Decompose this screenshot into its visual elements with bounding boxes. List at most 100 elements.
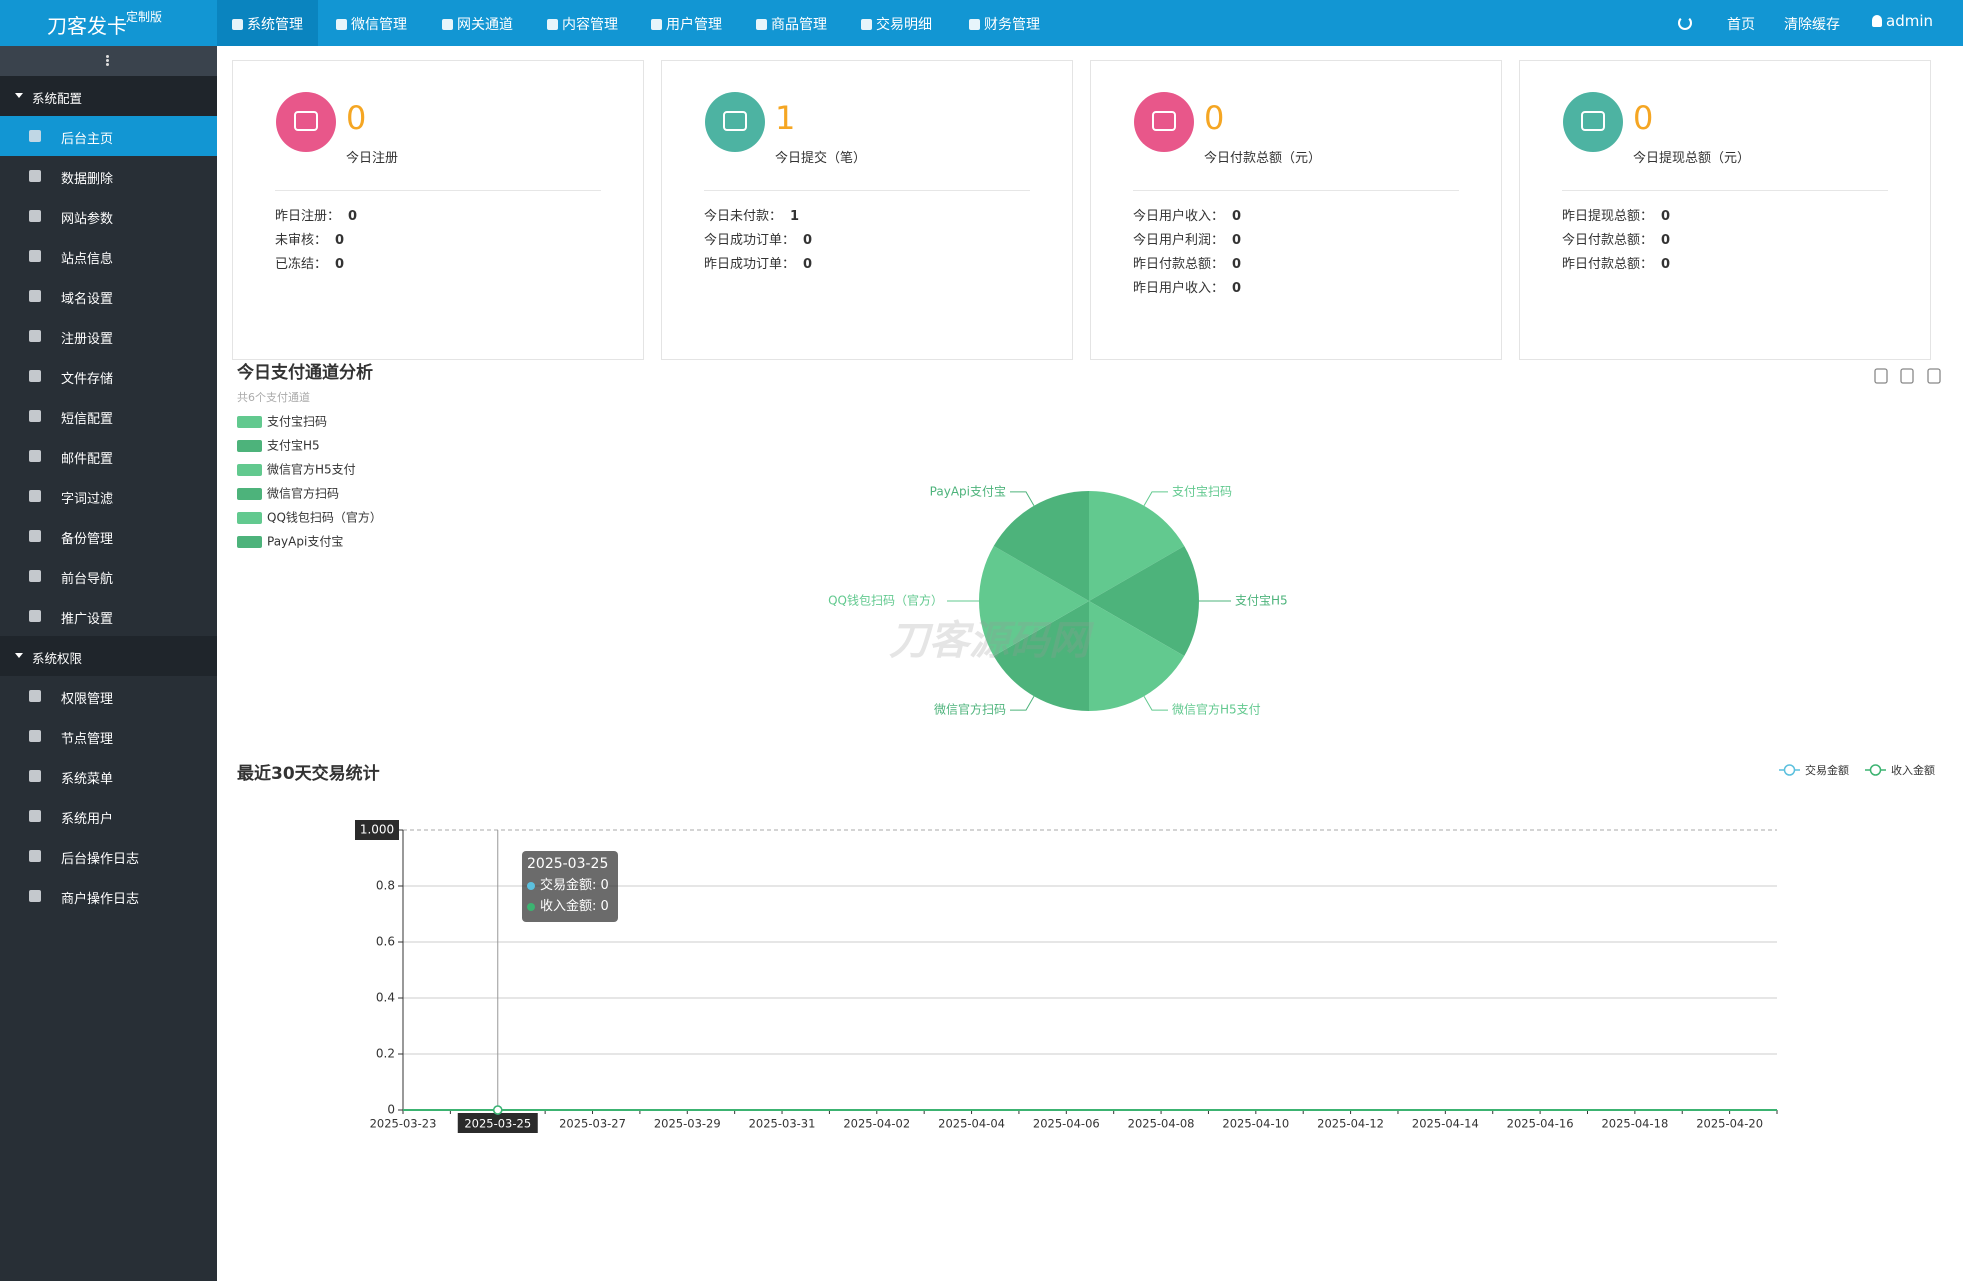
menu-label: 站点信息 [61, 252, 114, 267]
header-link[interactable]: 首页 [1727, 17, 1755, 33]
menu-label: 前台导航 [61, 572, 114, 587]
menu-group-title: 系统权限 [32, 651, 83, 666]
menu-item[interactable]: 权限管理 [0, 676, 217, 716]
stat-label: 今日提交（笔） [775, 151, 867, 166]
nav-label: 商品管理 [771, 17, 827, 33]
divider [1133, 190, 1459, 191]
menu-icon [29, 890, 41, 902]
menu-item[interactable]: 数据删除 [0, 156, 217, 196]
menu-icon [29, 490, 41, 502]
nav-item[interactable]: 商品管理 [756, 14, 827, 34]
brand: 刀客发卡 [47, 14, 127, 38]
stat-row: 昨日付款总额： 0 [1133, 253, 1241, 272]
stat-row: 昨日提现总额： 0 [1562, 205, 1670, 224]
stat-card: 0 今日付款总额（元） 今日用户收入： 0 今日用户利润： 0 昨日付款总额： 0 昨日用户收入… [1090, 60, 1502, 360]
main: 0 今日注册 昨日注册： 0 未审核： 0 已冻结： 0 1 今日提交（笔） 今日未付款： 1 今日成功… [217, 46, 1963, 1281]
menu-icon [29, 770, 41, 782]
stat-row: 今日付款总额： 0 [1562, 229, 1670, 248]
nav-item[interactable]: 交易明细 [861, 14, 932, 34]
menu-item[interactable]: 商户操作日志 [0, 876, 217, 916]
stat-row-value: 0 [803, 233, 813, 248]
stat-row: 未审核： 0 [275, 229, 344, 248]
stat-row-value: 0 [1232, 281, 1242, 296]
menu-icon [29, 730, 41, 742]
stat-card: 0 今日提现总额（元） 昨日提现总额： 0 今日付款总额： 0 昨日付款总额： 0 [1519, 60, 1931, 360]
nav-item[interactable]: 内容管理 [547, 14, 618, 34]
menu-icon [29, 130, 41, 142]
menu-item[interactable]: 推广设置 [0, 596, 217, 636]
stat-row-label: 已冻结： [275, 257, 328, 272]
menu-item[interactable]: 后台操作日志 [0, 836, 217, 876]
nav-item[interactable]: 用户管理 [651, 14, 722, 34]
stat-row-value: 0 [803, 257, 813, 272]
menu-label: 权限管理 [61, 692, 114, 707]
stat-row: 今日未付款： 1 [704, 205, 799, 224]
stat-row: 已冻结： 0 [275, 253, 344, 272]
stat-row-value: 1 [790, 209, 800, 224]
menu-item[interactable]: 后台主页 [0, 116, 217, 156]
menu-item[interactable]: 节点管理 [0, 716, 217, 756]
stat-row-label: 昨日成功订单： [704, 257, 796, 272]
menu-item[interactable]: 网站参数 [0, 196, 217, 236]
menu-item[interactable]: 邮件配置 [0, 436, 217, 476]
tooltip-value: 0 [600, 899, 609, 914]
stat-row: 今日成功订单： 0 [704, 229, 812, 248]
tooltip-title: 2025-03-25 [527, 856, 609, 872]
menu-item[interactable]: 域名设置 [0, 276, 217, 316]
stat-icon [1134, 92, 1194, 152]
menu-label: 邮件配置 [61, 452, 114, 467]
nav-icon [547, 18, 558, 30]
stat-label: 今日付款总额（元） [1204, 151, 1322, 166]
menu-label: 商户操作日志 [61, 892, 140, 907]
menu-label: 域名设置 [61, 292, 114, 307]
stat-icon [705, 92, 765, 152]
stat-glyph [1152, 111, 1176, 131]
menu-icon [29, 530, 41, 542]
tooltip-name: 收入金额 [540, 896, 601, 917]
menu-icon [29, 370, 41, 382]
divider [1562, 190, 1888, 191]
menu-group[interactable]: 系统权限 [0, 636, 217, 676]
nav-item[interactable]: 微信管理 [336, 14, 407, 34]
stat-value: 0 [1633, 99, 1654, 137]
nav-item[interactable]: 网关通道 [442, 14, 513, 34]
stat-value: 0 [1204, 99, 1225, 137]
nav-icon [756, 18, 767, 30]
menu-icon [29, 570, 41, 582]
menu-label: 后台主页 [61, 132, 114, 147]
brand-badge: 定制版 [126, 10, 163, 24]
stat-glyph [1581, 111, 1605, 131]
stat-row-value: 0 [335, 233, 345, 248]
menu-group[interactable]: 系统配置 [0, 76, 217, 116]
stat-label: 今日注册 [346, 151, 399, 166]
menu-item[interactable]: 文件存储 [0, 356, 217, 396]
menu-label: 字词过滤 [61, 492, 114, 507]
menu-item[interactable]: 注册设置 [0, 316, 217, 356]
menu-item[interactable]: 字词过滤 [0, 476, 217, 516]
nav-item[interactable]: 财务管理 [969, 14, 1040, 34]
menu-item[interactable]: 备份管理 [0, 516, 217, 556]
menu-icon [29, 250, 41, 262]
menu-item[interactable]: 系统用户 [0, 796, 217, 836]
menu-item[interactable]: 站点信息 [0, 236, 217, 276]
refresh-icon[interactable] [1678, 16, 1692, 30]
header-link[interactable]: 清除缓存 [1784, 17, 1840, 33]
caret [15, 93, 23, 98]
stat-row-label: 昨日付款总额： [1133, 257, 1225, 272]
caret [15, 653, 23, 658]
nav-item[interactable]: 系统管理 [232, 14, 303, 34]
stat-card: 1 今日提交（笔） 今日未付款： 1 今日成功订单： 0 昨日成功订单： 0 [661, 60, 1073, 360]
stat-row-label: 今日未付款： [704, 209, 783, 224]
menu-label: 注册设置 [61, 332, 114, 347]
sidebar: 系统配置后台主页数据删除 网站参数站点信息域名设置注册设置文件存储 短信配置邮件配置… [0, 46, 217, 1281]
stat-row-label: 昨日注册： [275, 209, 341, 224]
menu-item[interactable]: 短信配置 [0, 396, 217, 436]
menu-icon [29, 610, 41, 622]
stat-glyph [723, 111, 747, 131]
user-menu[interactable]: admin [1872, 12, 1933, 30]
menu-item[interactable]: 系统菜单 [0, 756, 217, 796]
nav-icon [232, 18, 243, 30]
tooltip-value: 0 [600, 878, 609, 893]
menu-item[interactable]: 前台导航 [0, 556, 217, 596]
